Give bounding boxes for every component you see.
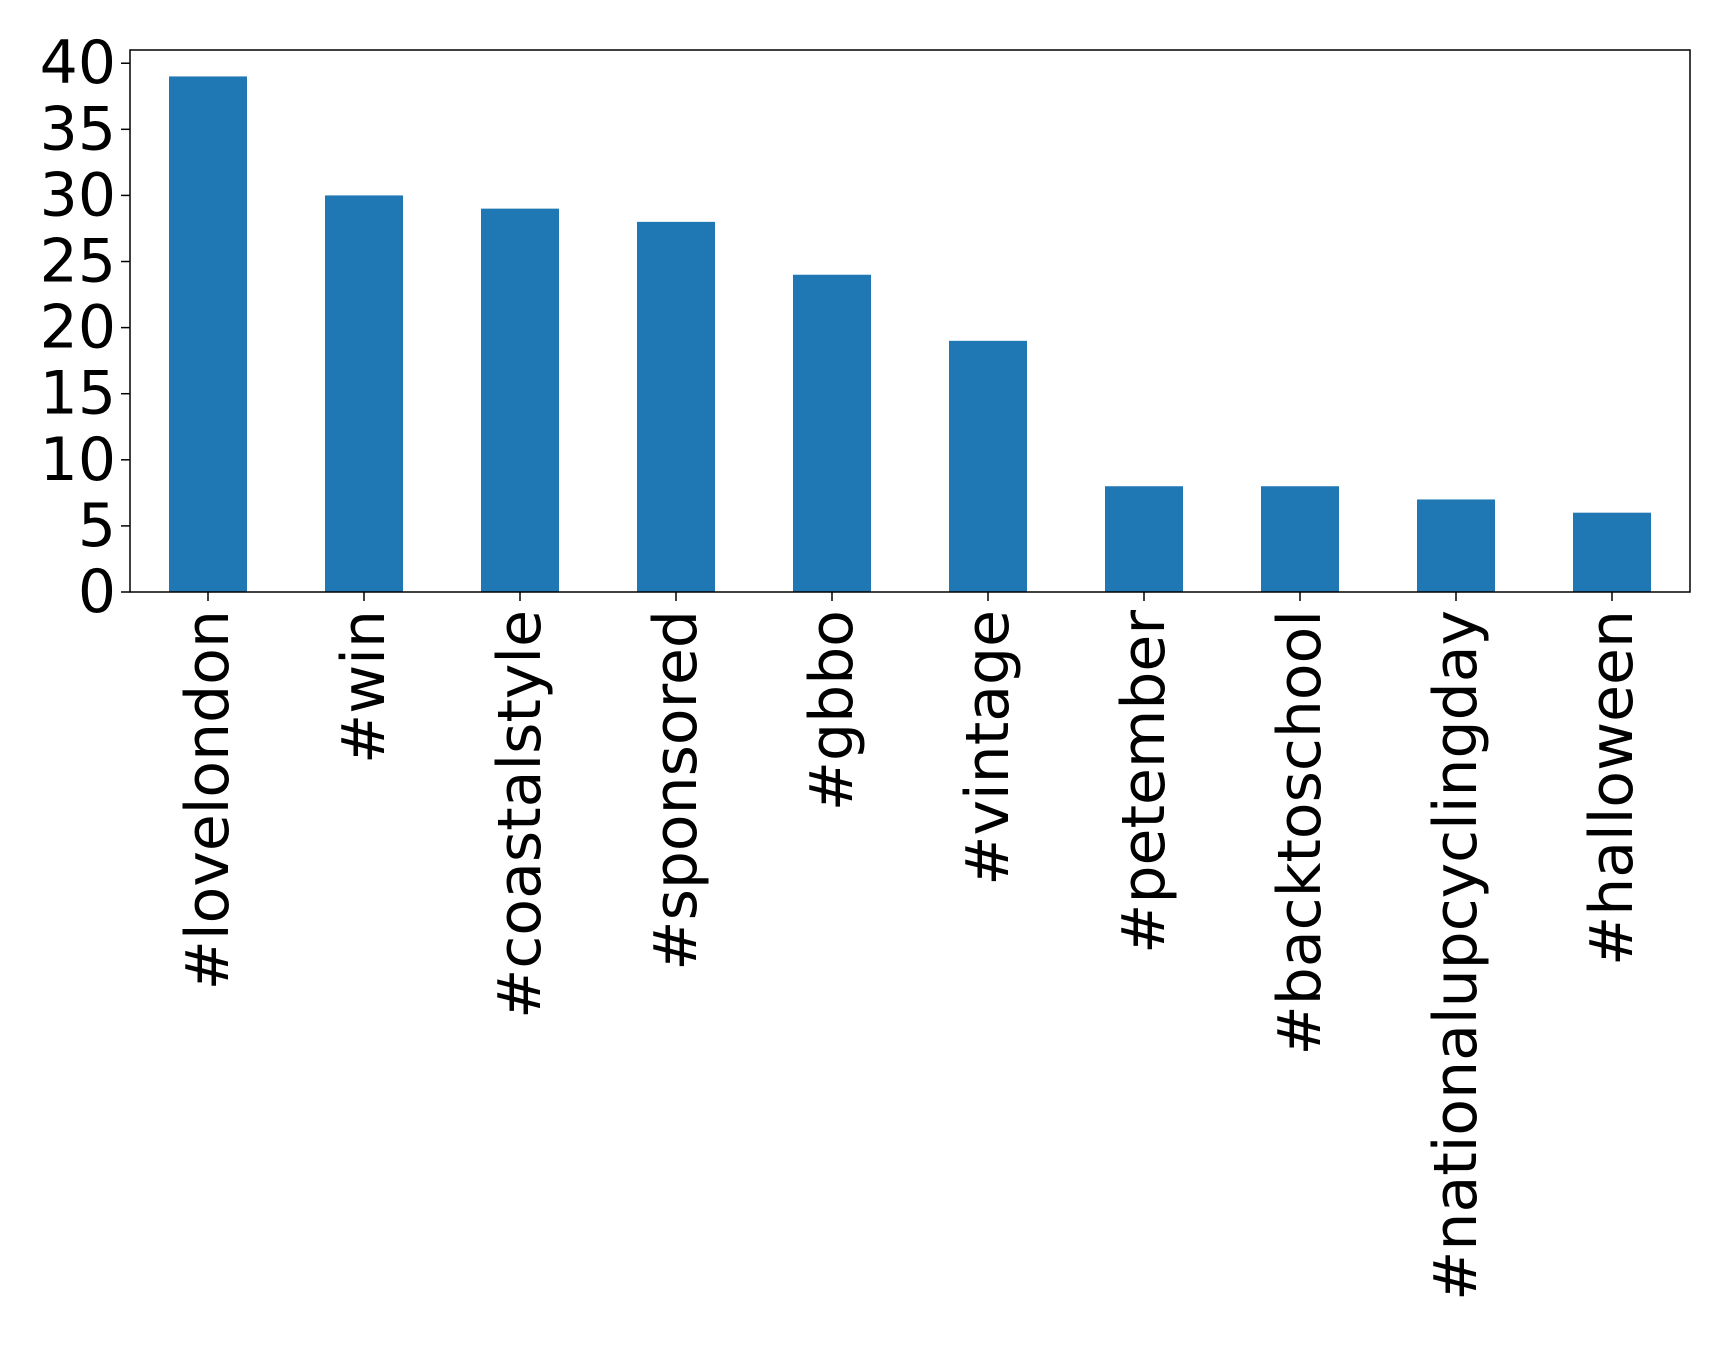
x-tick-label: #sponsored — [641, 610, 711, 971]
x-tick-label: #win — [329, 610, 399, 764]
y-tick-label: 10 — [40, 425, 116, 495]
y-tick-label: 25 — [40, 227, 116, 297]
bar-lovelondon — [169, 76, 247, 592]
y-tick-label: 35 — [40, 94, 116, 164]
x-tick-label: #backtoschool — [1265, 610, 1335, 1055]
x-tick-label: #vintage — [953, 610, 1023, 886]
bar-sponsored — [637, 221, 715, 593]
bar-coastalstyle — [481, 208, 559, 592]
y-tick-label: 5 — [78, 491, 116, 561]
plot-frame — [129, 49, 1691, 593]
x-tick-label: #halloween — [1577, 610, 1647, 966]
x-tick-label: #petember — [1109, 610, 1179, 954]
x-tick-label: #nationalupcyclingday — [1421, 610, 1491, 1301]
bar-nationalupcyclingday — [1417, 499, 1495, 592]
y-tick-label: 0 — [78, 557, 116, 627]
bar-win — [325, 195, 403, 593]
bars-group — [169, 76, 1651, 593]
bar-gbbo — [793, 274, 871, 592]
y-tick-label: 20 — [40, 293, 116, 363]
y-tick-label: 40 — [40, 28, 116, 98]
y-tick-label: 15 — [40, 359, 116, 429]
bar-petember — [1105, 486, 1183, 592]
x-tick-label: #gbbo — [797, 610, 867, 811]
x-tick-label: #coastalstyle — [485, 610, 555, 1019]
bar-backtoschool — [1261, 486, 1339, 592]
bar-vintage — [949, 340, 1027, 592]
x-axis: #lovelondon #win #coastalstyle #sponsored #g… — [173, 592, 1647, 1301]
bar-halloween — [1573, 512, 1651, 592]
y-tick-label: 30 — [40, 160, 116, 230]
x-tick-label: #lovelondon — [173, 610, 243, 990]
